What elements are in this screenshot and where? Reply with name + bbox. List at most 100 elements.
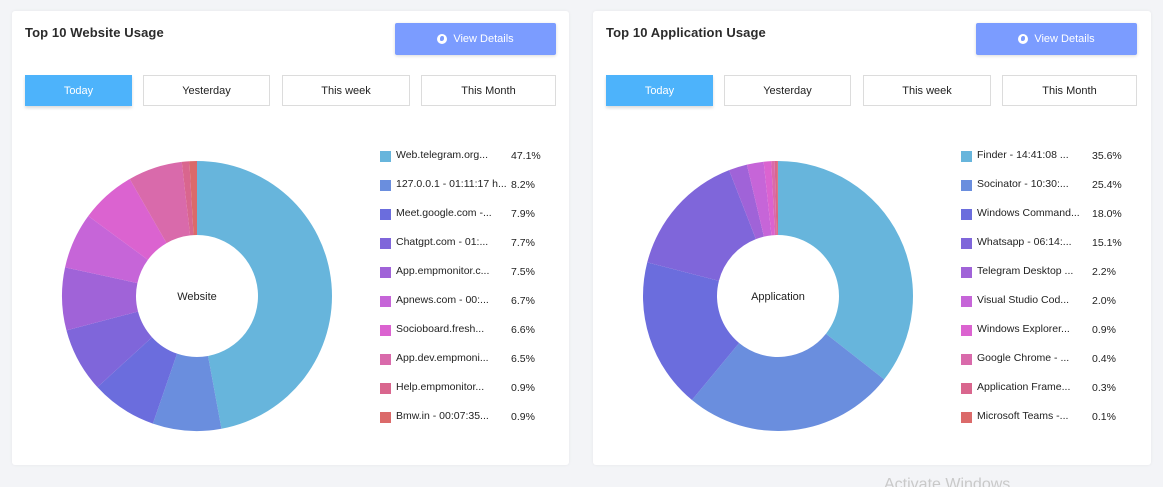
legend-swatch [961, 354, 972, 365]
legend-swatch [961, 238, 972, 249]
donut-slice[interactable] [66, 311, 153, 388]
legend-item[interactable]: Windows Command... 18.0% [961, 207, 1141, 236]
donut-slice[interactable] [778, 161, 913, 380]
donut-slice[interactable] [777, 161, 778, 236]
legend-item[interactable]: Google Chrome - ... 0.4% [961, 352, 1141, 381]
legend-percent: 2.2% [1092, 266, 1116, 278]
legend-swatch [961, 267, 972, 278]
legend-item[interactable]: Windows Explorer... 0.9% [961, 323, 1141, 352]
legend-label: Telegram Desktop ... [977, 265, 1074, 277]
legend-item[interactable]: Application Frame... 0.3% [961, 381, 1141, 410]
legend-item[interactable]: Socinator - 10:30:... 25.4% [961, 178, 1141, 207]
legend-label: Microsoft Teams -... [977, 410, 1069, 422]
donut-slice[interactable] [746, 161, 772, 237]
donut-slice[interactable] [97, 337, 178, 424]
view-details-button[interactable]: View Details [976, 23, 1137, 55]
legend-item[interactable]: Bmw.in - 00:07:35... 0.9% [380, 410, 560, 439]
legend-swatch [961, 325, 972, 336]
legend-item[interactable]: Chatgpt.com - 01:... 7.7% [380, 236, 560, 265]
legend-item[interactable]: App.empmonitor.c... 7.5% [380, 265, 560, 294]
legend-swatch [961, 180, 972, 191]
legend-swatch [961, 383, 972, 394]
donut-slice[interactable] [771, 161, 777, 236]
donut-slice[interactable] [129, 161, 191, 244]
legend-percent: 2.0% [1092, 295, 1116, 307]
donut-slice[interactable] [691, 333, 885, 432]
legend-label: Web.telegram.org... [396, 149, 489, 161]
globe-icon [437, 34, 448, 44]
legend-item[interactable]: Telegram Desktop ... 2.2% [961, 265, 1141, 294]
donut-slice[interactable] [181, 161, 194, 236]
legend-label: App.dev.empmoni... [396, 352, 489, 364]
application-legend: Finder - 14:41:08 ... 35.6% Socinator - 10… [961, 149, 1141, 439]
legend-label: Apnews.com - 00:... [396, 294, 489, 306]
legend-label: App.empmonitor.c... [396, 265, 490, 277]
website-usage-card: Top 10 Website Usage View Details Today … [12, 11, 569, 465]
legend-swatch [961, 151, 972, 162]
legend-swatch [380, 180, 391, 191]
legend-label: Application Frame... [977, 381, 1071, 393]
donut-center-label: Application [751, 291, 805, 303]
legend-item[interactable]: Microsoft Teams -... 0.1% [961, 410, 1141, 439]
donut-slice[interactable] [197, 161, 332, 429]
legend-label: Whatsapp - 06:14:... [977, 236, 1072, 248]
legend-item[interactable]: 127.0.0.1 - 01:11:17 h... 8.2% [380, 178, 560, 207]
legend-percent: 18.0% [1092, 208, 1122, 220]
legend-percent: 8.2% [511, 179, 535, 191]
legend-item[interactable]: Socioboard.fresh... 6.6% [380, 323, 560, 352]
legend-percent: 7.5% [511, 266, 535, 278]
tab-yesterday[interactable]: Yesterday [724, 75, 851, 106]
legend-swatch [961, 412, 972, 423]
legend-swatch [380, 412, 391, 423]
donut-slice[interactable] [763, 161, 775, 236]
legend-percent: 6.6% [511, 324, 535, 336]
legend-item[interactable]: Finder - 14:41:08 ... 35.6% [961, 149, 1141, 178]
donut-slice[interactable] [647, 170, 756, 281]
donut-slice[interactable] [65, 215, 148, 284]
website-donut-chart: Website [61, 161, 332, 432]
legend-label: Windows Command... [977, 207, 1080, 219]
card-title: Top 10 Application Usage [606, 25, 766, 40]
tab-this-month[interactable]: This Month [1002, 75, 1137, 106]
website-legend: Web.telegram.org... 47.1% 127.0.0.1 - 01:1… [380, 149, 560, 439]
tab-this-month[interactable]: This Month [421, 75, 556, 106]
legend-swatch [380, 325, 391, 336]
legend-item[interactable]: Visual Studio Cod... 2.0% [961, 294, 1141, 323]
legend-percent: 0.4% [1092, 353, 1116, 365]
donut-slice[interactable] [61, 267, 139, 331]
legend-label: Socinator - 10:30:... [977, 178, 1069, 190]
donut-slice[interactable] [729, 164, 764, 240]
legend-swatch [380, 151, 391, 162]
legend-item[interactable]: Whatsapp - 06:14:... 15.1% [961, 236, 1141, 265]
view-details-button[interactable]: View Details [395, 23, 556, 55]
legend-item[interactable]: Web.telegram.org... 47.1% [380, 149, 560, 178]
donut-slice[interactable] [189, 161, 197, 236]
donut-slice[interactable] [88, 178, 167, 260]
application-usage-card: Top 10 Application Usage View Details To… [593, 11, 1151, 465]
donut-slice[interactable] [643, 262, 740, 401]
legend-percent: 7.7% [511, 237, 535, 249]
legend-item[interactable]: Help.empmonitor... 0.9% [380, 381, 560, 410]
application-donut-chart: Application [643, 161, 913, 432]
legend-swatch [961, 209, 972, 220]
legend-item[interactable]: Meet.google.com -... 7.9% [380, 207, 560, 236]
legend-swatch [961, 296, 972, 307]
legend-percent: 6.7% [511, 295, 535, 307]
legend-percent: 7.9% [511, 208, 535, 220]
tab-this-week[interactable]: This week [863, 75, 991, 106]
legend-label: Windows Explorer... [977, 323, 1070, 335]
legend-swatch [380, 238, 391, 249]
donut-center-label: Website [177, 291, 217, 303]
legend-item[interactable]: App.dev.empmoni... 6.5% [380, 352, 560, 381]
donut-slice[interactable] [774, 161, 778, 236]
tab-today[interactable]: Today [606, 75, 713, 106]
legend-item[interactable]: Apnews.com - 00:... 6.7% [380, 294, 560, 323]
legend-label: 127.0.0.1 - 01:11:17 h... [396, 178, 506, 190]
tab-this-week[interactable]: This week [282, 75, 410, 106]
legend-label: Bmw.in - 00:07:35... [396, 410, 489, 422]
tab-yesterday[interactable]: Yesterday [143, 75, 270, 106]
legend-swatch [380, 354, 391, 365]
legend-label: Finder - 14:41:08 ... [977, 149, 1069, 161]
tab-today[interactable]: Today [25, 75, 132, 106]
donut-slice[interactable] [152, 353, 222, 432]
